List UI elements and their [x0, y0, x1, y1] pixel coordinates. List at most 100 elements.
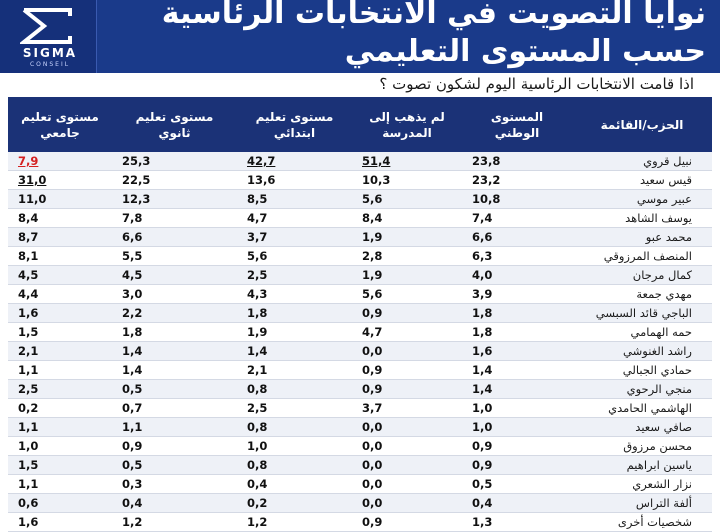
cell-value-text: 0,0 — [362, 496, 383, 510]
cell-value-text: 0,9 — [362, 306, 383, 320]
column-header-university: مستوى تعليم جامعي — [8, 97, 112, 152]
table-row: حمادي الجبالي 1,4 0,9 2,1 1,4 1,1 — [8, 360, 712, 380]
table-body: نبيل قروي 23,8 51,4 42,7 25,3 7,9 قيس سعيد 23,2… — [8, 152, 712, 532]
table-cell-value: 1,4 — [462, 379, 572, 399]
cell-value-text: 1,1 — [122, 420, 143, 434]
sigma-logo: SIGMA CONSEIL — [0, 0, 97, 73]
candidate-name: ياسين ابراهيم — [572, 455, 712, 475]
candidate-name: منجي الرحوي — [572, 379, 712, 399]
table-cell-value: 1,0 — [8, 436, 112, 456]
table-cell-value: 0,2 — [8, 398, 112, 418]
cell-value-text: 1,8 — [472, 306, 493, 320]
table-row: الباجي قائد السبسي 1,8 0,9 1,8 2,2 1,6 — [8, 303, 712, 323]
cell-value-text: 1,3 — [472, 515, 493, 529]
table-cell-value: 11,0 — [8, 189, 112, 209]
cell-value-text: 22,5 — [122, 173, 151, 187]
cell-value-text: 10,8 — [472, 192, 501, 206]
table-cell-value: 1,8 — [112, 322, 237, 342]
results-table: الحزب/القائمة المستوى الوطني لم يذهب إلى… — [8, 97, 712, 532]
cell-value-text: 1,8 — [122, 325, 143, 339]
table-cell-value: 6,6 — [462, 227, 572, 247]
table-row: عبير موسي 10,8 5,6 8,5 12,3 11,0 — [8, 189, 712, 209]
table-cell-value: 0,0 — [352, 417, 462, 437]
table-cell-value: 0,8 — [237, 455, 352, 475]
table-cell-value: 8,4 — [352, 208, 462, 228]
cell-value-text: 0,6 — [18, 496, 39, 510]
cell-value-text: 1,9 — [247, 325, 268, 339]
table-cell-value: 12,3 — [112, 189, 237, 209]
table-cell-value: 0,0 — [352, 341, 462, 361]
table-row: ألفة التراس 0,4 0,0 0,2 0,4 0,6 — [8, 493, 712, 513]
cell-value-text: 1,0 — [472, 420, 493, 434]
table-cell-value: 3,9 — [462, 284, 572, 304]
cell-value-text: 31,0 — [18, 173, 47, 187]
cell-value-text: 1,2 — [247, 515, 268, 529]
cell-value-text: 1,4 — [472, 363, 493, 377]
candidate-name: محسن مرزوق — [572, 436, 712, 456]
logo-subtitle: CONSEIL — [29, 61, 71, 68]
sigma-logo-icon — [20, 8, 72, 44]
cell-value-text: 1,1 — [18, 477, 39, 491]
cell-value-text: 1,6 — [472, 344, 493, 358]
table-cell-value: 0,9 — [352, 360, 462, 380]
cell-value-text: 8,4 — [18, 211, 39, 225]
cell-value-text: 0,9 — [472, 458, 493, 472]
table-cell-value: 0,9 — [112, 436, 237, 456]
cell-value-text: 2,8 — [362, 249, 383, 263]
cell-value-text: 23,8 — [472, 154, 501, 168]
cell-value-text: 4,0 — [472, 268, 493, 282]
cell-value-text: 1,6 — [18, 306, 39, 320]
table-cell-value: 1,1 — [8, 360, 112, 380]
cell-value-text: 1,9 — [362, 268, 383, 282]
table-cell-value: 3,7 — [237, 227, 352, 247]
column-header-primary: مستوى تعليم ابتدائي — [237, 97, 352, 152]
table-cell-value: 1,4 — [112, 360, 237, 380]
table-cell-value: 1,6 — [462, 341, 572, 361]
candidate-name: حمادي الجبالي — [572, 360, 712, 380]
table-cell-value: 23,8 — [462, 152, 572, 171]
cell-value-text: 4,3 — [247, 287, 268, 301]
candidate-name: نبيل قروي — [572, 152, 712, 171]
cell-value-text: 1,0 — [247, 439, 268, 453]
table-row: يوسف الشاهد 7,4 8,4 4,7 7,8 8,4 — [8, 208, 712, 228]
table-row: قيس سعيد 23,2 10,3 13,6 22,5 31,0 — [8, 170, 712, 190]
table-cell-value: 5,6 — [352, 284, 462, 304]
cell-value-text: 0,5 — [472, 477, 493, 491]
column-header-national: المستوى الوطني — [462, 97, 572, 152]
table-cell-value: 1,2 — [237, 512, 352, 532]
cell-value-text: 0,9 — [362, 382, 383, 396]
table-cell-value: 1,8 — [237, 303, 352, 323]
table-cell-value: 25,3 — [112, 152, 237, 171]
cell-value-text: 8,1 — [18, 249, 39, 263]
table-cell-value: 0,6 — [8, 493, 112, 513]
table-cell-value: 4,7 — [352, 322, 462, 342]
table-cell-value: 0,4 — [112, 493, 237, 513]
table-row: المنصف المرزوقي 6,3 2,8 5,6 5,5 8,1 — [8, 246, 712, 266]
cell-value-text: 1,0 — [18, 439, 39, 453]
table-cell-value: 2,1 — [237, 360, 352, 380]
table-row: منجي الرحوي 1,4 0,9 0,8 0,5 2,5 — [8, 379, 712, 399]
table-cell-value: 1,3 — [462, 512, 572, 532]
candidate-name: نزار الشعري — [572, 474, 712, 494]
cell-value-text: 1,0 — [472, 401, 493, 415]
cell-value-text: 0,8 — [247, 458, 268, 472]
cell-value-text: 0,8 — [247, 420, 268, 434]
cell-value-text: 7,9 — [18, 154, 39, 168]
table-cell-value: 1,4 — [112, 341, 237, 361]
cell-value-text: 0,4 — [472, 496, 493, 510]
cell-value-text: 10,3 — [362, 173, 391, 187]
cell-value-text: 6,6 — [472, 230, 493, 244]
table-cell-value: 2,5 — [237, 398, 352, 418]
cell-value-text: 2,5 — [18, 382, 39, 396]
table-cell-value: 4,7 — [237, 208, 352, 228]
candidate-name: حمه الهمامي — [572, 322, 712, 342]
candidate-name: عبير موسي — [572, 189, 712, 209]
cell-value-text: 2,5 — [247, 268, 268, 282]
table-cell-value: 0,4 — [462, 493, 572, 513]
cell-value-text: 0,4 — [122, 496, 143, 510]
table-cell-value: 5,6 — [237, 246, 352, 266]
candidate-name: المنصف المرزوقي — [572, 246, 712, 266]
table-row: الهاشمي الحامدي 1,0 3,7 2,5 0,7 0,2 — [8, 398, 712, 418]
table-cell-value: 4,3 — [237, 284, 352, 304]
table-cell-value: 13,6 — [237, 170, 352, 190]
